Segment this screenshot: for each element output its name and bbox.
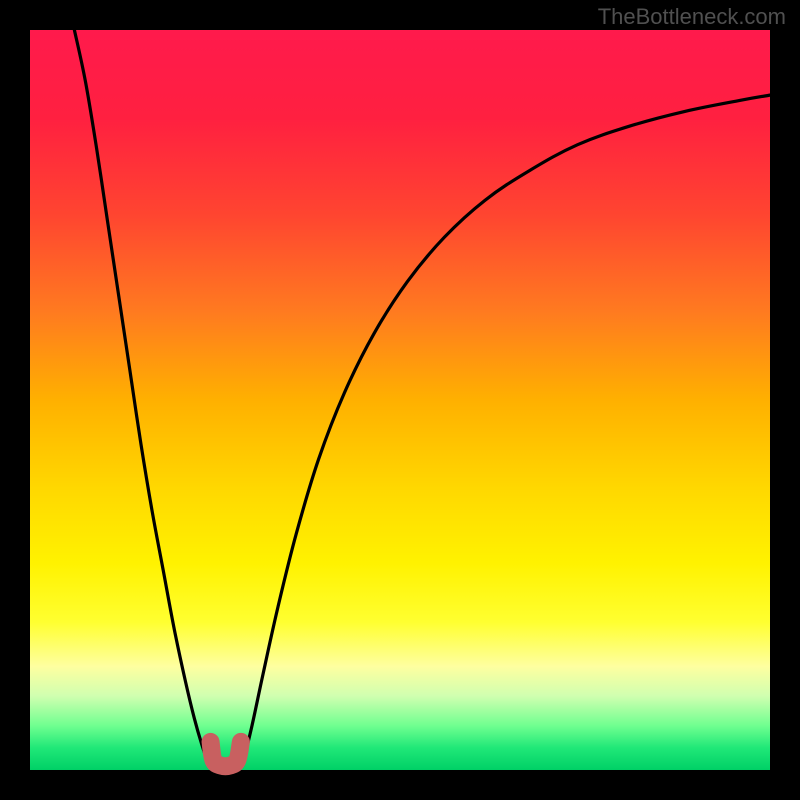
gradient-plot-area (30, 30, 770, 770)
attribution-text: TheBottleneck.com (598, 4, 786, 30)
chart-container: TheBottleneck.com (0, 0, 800, 800)
bottleneck-plot (0, 0, 800, 800)
